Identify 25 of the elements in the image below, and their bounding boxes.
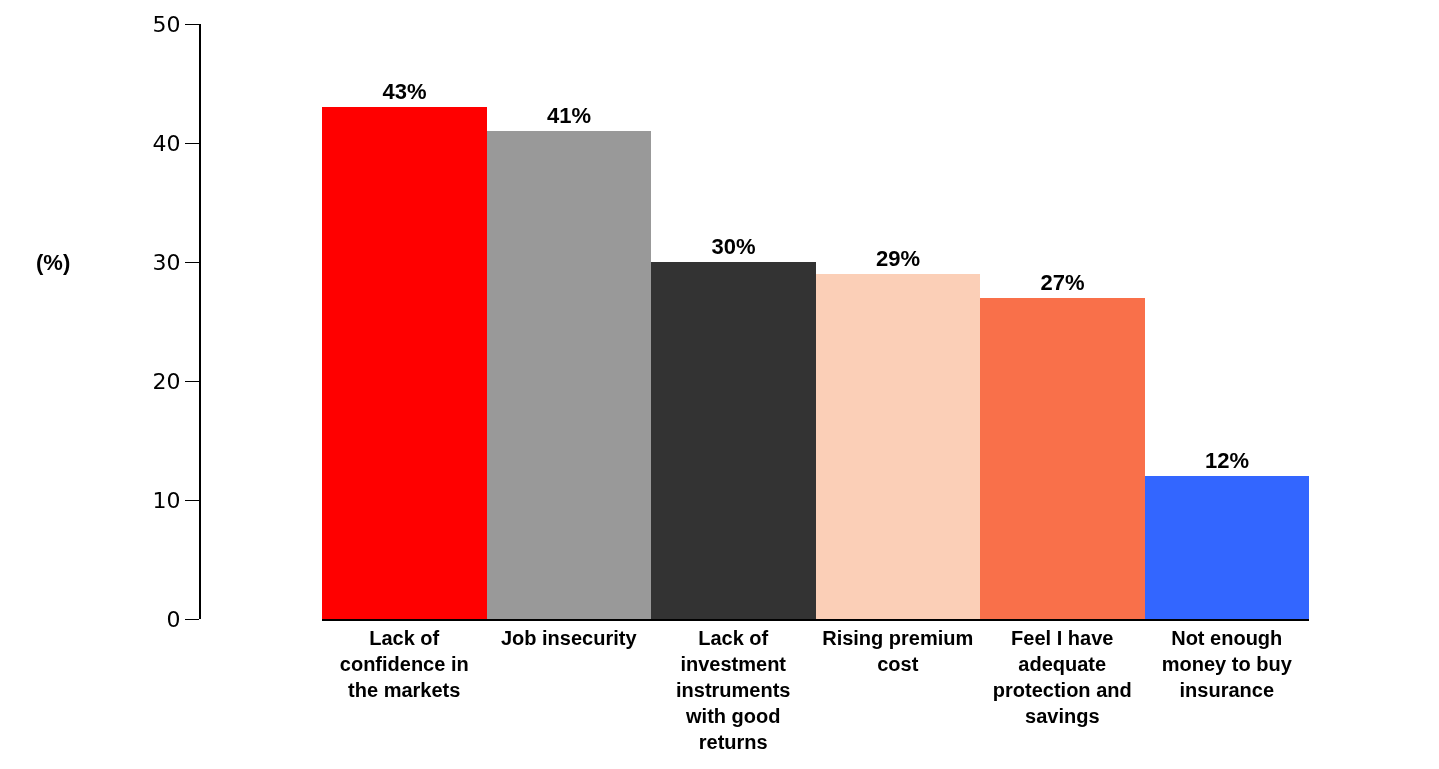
x-tick-label: Lack of confidence in the markets xyxy=(339,627,469,701)
x-tick-label: Rising premium cost xyxy=(822,627,974,675)
data-label: 12% xyxy=(1204,448,1250,473)
bar xyxy=(979,298,1145,619)
y-tick-label: 20 xyxy=(152,368,181,394)
y-tick-label: 30 xyxy=(152,249,181,275)
bar xyxy=(321,107,487,619)
data-label: 29% xyxy=(875,246,921,271)
bar xyxy=(1144,476,1309,619)
bar xyxy=(815,274,980,619)
data-label: 30% xyxy=(711,234,756,259)
x-tick-label: Feel I have adequate protection and savings xyxy=(992,627,1132,727)
data-label: 27% xyxy=(1040,270,1085,295)
y-tick-label: 40 xyxy=(152,130,181,156)
x-tick-label: Job insecurity xyxy=(500,627,638,649)
y-tick-label: 10 xyxy=(152,487,181,513)
x-tick-label: Lack of investment instruments with good returns xyxy=(676,627,791,753)
y-axis-title: (%) xyxy=(36,250,71,275)
x-tick-label: Not enough money to buy insurance xyxy=(1161,627,1293,701)
bar xyxy=(650,262,816,619)
data-label: 43% xyxy=(382,79,427,104)
bar xyxy=(486,131,651,619)
data-label: 41% xyxy=(546,103,592,128)
y-tick-label: 50 xyxy=(152,11,181,37)
y-tick-label: 0 xyxy=(166,606,181,632)
